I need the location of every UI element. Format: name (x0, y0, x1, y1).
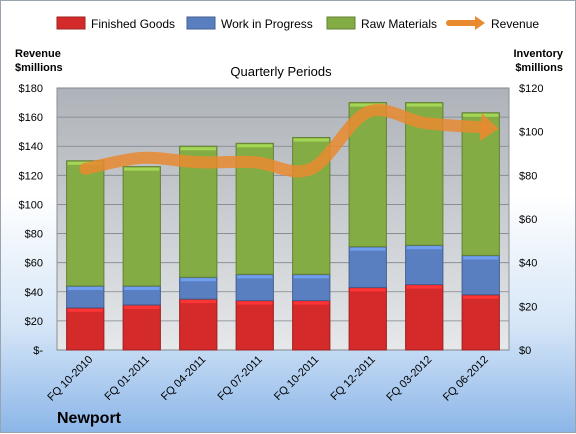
right-axis-title: Inventory $millions (513, 48, 563, 74)
bar-highlight (463, 256, 499, 260)
right-tick-label: $120 (519, 83, 543, 95)
right-tick-label: $40 (519, 258, 537, 270)
left-tick-label: $20 (25, 316, 43, 328)
legend-label: Raw Materials (361, 17, 437, 31)
legend-label: Revenue (491, 17, 539, 31)
left-tick-label: $160 (19, 112, 43, 124)
bar-highlight (463, 295, 499, 299)
bar-raw-materials (122, 166, 161, 287)
bar-highlight (406, 103, 442, 107)
axis-titles: Revenue $millions Inventory $millions (15, 48, 564, 74)
bar-work-in-progress (235, 273, 274, 302)
x-tick-label: FQ 10-2010 (45, 354, 95, 404)
bar-highlight (293, 138, 329, 142)
legend-swatch-arrow (475, 16, 485, 30)
legend: Finished Goods Work in Progress Raw Materi… (56, 16, 539, 31)
bar-finished-goods (66, 307, 105, 351)
bar-highlight (124, 305, 160, 309)
bar-highlight (67, 308, 103, 312)
legend-swatch (186, 16, 216, 30)
left-tick-label: $180 (19, 83, 43, 95)
right-axis-ticks: $0 $20 $40 $60 $80 $100 $120 (519, 83, 543, 357)
bar-finished-goods (235, 300, 274, 351)
bar-work-in-progress (461, 254, 500, 296)
bar-highlight (180, 278, 216, 282)
series-arrowhead (479, 113, 499, 142)
revenue-line (79, 104, 499, 178)
left-tick-label: $140 (19, 141, 43, 153)
legend-item-revenue: Revenue (446, 16, 539, 31)
x-axis-labels: FQ 10-2010 FQ 01-2011 FQ 04-2011 FQ 07-2011… (45, 354, 490, 404)
bar-work-in-progress (292, 273, 331, 302)
bar-highlight (350, 288, 386, 292)
left-tick-label: $40 (25, 287, 43, 299)
bar-highlight (180, 300, 216, 304)
x-tick-label: FQ 01-2011 (102, 354, 151, 403)
legend-label: Work in Progress (221, 17, 313, 31)
legend-swatch (326, 16, 356, 30)
legend-item-work-in-progress: Work in Progress (186, 16, 313, 31)
bar-highlight (406, 285, 442, 289)
bar-highlight (124, 286, 160, 290)
chart-subtitle: Quarterly Periods (230, 64, 332, 79)
left-axis-title-line: Revenue (15, 48, 61, 60)
right-tick-label: $80 (519, 170, 537, 182)
legend-item-finished-goods: Finished Goods (56, 16, 175, 31)
bar-finished-goods (292, 300, 331, 351)
bar-highlight (237, 275, 273, 279)
bar-finished-goods (179, 298, 218, 351)
bar-raw-materials (292, 136, 331, 275)
bar-raw-materials (66, 160, 105, 287)
bar-work-in-progress (405, 244, 444, 285)
bar-highlight (293, 275, 329, 279)
left-axis-title-line: $millions (15, 62, 63, 74)
x-tick-label: FQ 12-2011 (328, 354, 377, 403)
bar-highlight (237, 301, 273, 305)
bar-highlight (180, 147, 216, 151)
bar-finished-goods (461, 294, 500, 351)
right-axis-title-line: $millions (515, 62, 563, 74)
x-tick-label: FQ 10-2011 (272, 354, 321, 403)
series-line-revenue (79, 104, 487, 178)
bar-finished-goods (348, 286, 387, 351)
bars (66, 102, 500, 351)
legend-label: Finished Goods (91, 17, 175, 31)
left-tick-label: $60 (25, 258, 43, 270)
right-tick-label: $60 (519, 214, 537, 226)
bar-highlight (124, 167, 160, 171)
left-tick-label: $100 (19, 199, 43, 211)
bar-highlight (237, 144, 273, 148)
x-tick-label: FQ 04-2011 (159, 354, 208, 403)
right-tick-label: $20 (519, 301, 537, 313)
left-tick-label: $80 (25, 229, 43, 241)
left-axis-ticks: $- $20 $40 $60 $80 $100 $120 $140 $160 $180 (19, 83, 44, 357)
company-name: Newport (57, 410, 122, 427)
x-tick-label: FQ 03-2012 (384, 354, 434, 404)
bar-highlight (350, 103, 386, 107)
left-axis-title: Revenue $millions (15, 48, 63, 74)
legend-item-raw-materials: Raw Materials (326, 16, 437, 31)
bar-highlight (67, 286, 103, 290)
bar-work-in-progress (348, 246, 387, 288)
right-axis-title-line: Inventory (513, 48, 563, 60)
x-tick-label: FQ 06-2012 (441, 354, 491, 404)
right-tick-label: $0 (519, 345, 531, 357)
bar-highlight (293, 301, 329, 305)
bar-finished-goods (122, 304, 161, 351)
bar-highlight (406, 246, 442, 250)
x-tick-label: FQ 07-2011 (215, 354, 264, 403)
bar-highlight (463, 113, 499, 117)
right-tick-label: $100 (519, 127, 543, 139)
left-tick-label: $120 (19, 170, 43, 182)
bar-highlight (350, 247, 386, 251)
legend-swatch (56, 16, 86, 30)
left-tick-label: $- (33, 345, 43, 357)
bar-finished-goods (405, 284, 444, 351)
